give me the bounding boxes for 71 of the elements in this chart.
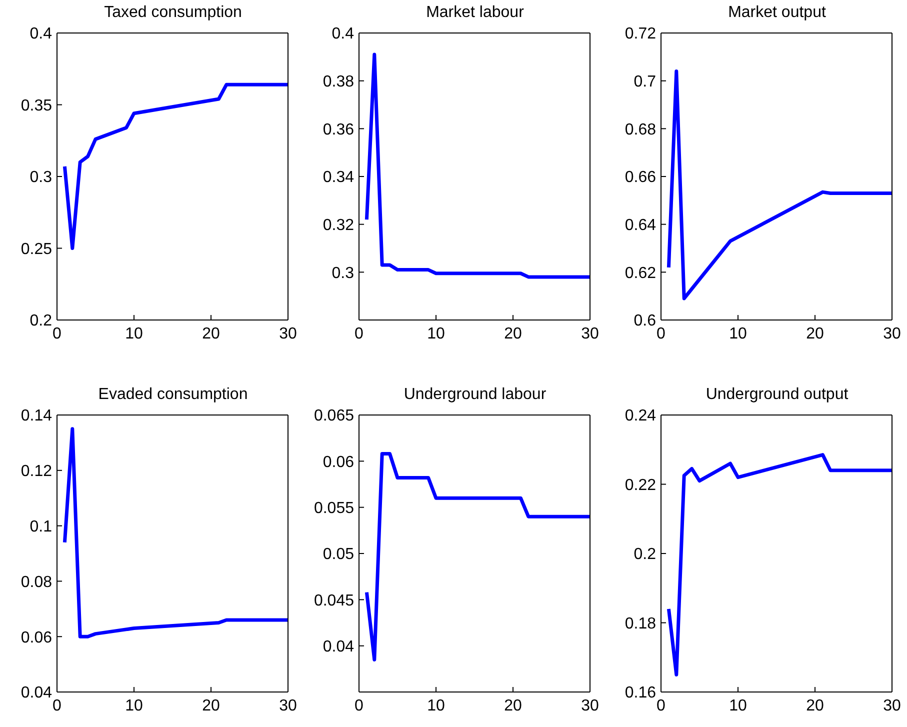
y-tick-label: 0.64 (624, 217, 656, 234)
line-series (666, 453, 892, 676)
y-tick-label: 0.36 (322, 121, 354, 138)
chart-title: Evaded consumption (97, 386, 249, 404)
x-tick-label: 20 (806, 325, 824, 342)
y-tick-label: 0.22 (624, 476, 656, 494)
chart-title: Underground output (704, 386, 850, 404)
line-series (364, 452, 590, 662)
x-tick-label: 30 (883, 697, 901, 714)
y-tick-label: 0.04 (20, 684, 52, 702)
y-tick-label: 0.14 (20, 408, 52, 425)
x-tick-label: 10 (427, 325, 445, 342)
chart-title: Market labour (425, 4, 525, 22)
y-tick-label: 0.12 (20, 463, 52, 480)
y-tick-label: 0.1 (30, 518, 52, 536)
y-tick-label: 0.04 (322, 638, 354, 656)
y-tick-label: 0.24 (624, 408, 656, 425)
x-tick-label: 0 (52, 325, 62, 342)
y-tick-label: 0.4 (30, 26, 52, 43)
y-tick-label: 0.35 (20, 97, 52, 114)
y-tick-label: 0.05 (322, 546, 354, 564)
x-tick-label: 30 (279, 697, 297, 714)
y-tick-label: 0.62 (624, 264, 656, 282)
y-tick-label: 0.08 (20, 574, 52, 591)
y-tick-label: 0.2 (634, 546, 656, 564)
x-tick-label: 30 (279, 325, 297, 342)
y-tick-label: 0.34 (322, 169, 354, 186)
y-tick-label: 0.7 (634, 74, 656, 91)
x-tick-label: 10 (125, 697, 143, 714)
y-tick-label: 0.38 (322, 74, 354, 91)
y-tick-label: 0.68 (624, 121, 656, 138)
x-tick-label: 10 (729, 697, 747, 714)
chart-title: Market output (727, 4, 827, 22)
x-tick-label: 0 (354, 697, 364, 714)
y-tick-label: 0.72 (624, 26, 656, 43)
y-tick-label: 0.66 (624, 169, 656, 186)
x-tick-label: 30 (581, 325, 599, 342)
x-tick-label: 30 (883, 325, 901, 342)
y-tick-label: 0.16 (624, 684, 656, 702)
line-series (364, 52, 590, 279)
y-tick-label: 0.3 (30, 169, 52, 186)
x-tick-label: 10 (427, 697, 445, 714)
x-tick-label: 0 (656, 697, 666, 714)
y-tick-label: 0.32 (322, 217, 354, 234)
x-tick-label: 30 (581, 697, 599, 714)
y-tick-label: 0.06 (20, 629, 52, 646)
line-series (62, 427, 288, 638)
y-tick-label: 0.065 (314, 408, 354, 425)
x-tick-label: 10 (729, 325, 747, 342)
chart-title: Taxed consumption (103, 4, 243, 22)
x-tick-label: 0 (656, 325, 666, 342)
y-tick-label: 0.25 (20, 240, 52, 258)
x-tick-label: 20 (504, 697, 522, 714)
y-tick-label: 0.06 (322, 454, 354, 471)
y-tick-label: 0.3 (332, 264, 354, 282)
y-tick-label: 0.4 (332, 26, 354, 43)
x-tick-label: 0 (354, 325, 364, 342)
y-tick-label: 0.055 (314, 500, 354, 518)
x-tick-label: 20 (504, 325, 522, 342)
y-tick-label: 0.045 (314, 592, 354, 610)
y-tick-label: 0.2 (30, 312, 52, 330)
x-tick-label: 0 (52, 697, 62, 714)
line-series (666, 70, 892, 300)
y-tick-label: 0.6 (634, 312, 656, 330)
line-series (62, 82, 288, 250)
x-tick-label: 20 (806, 697, 824, 714)
x-tick-label: 10 (125, 325, 143, 342)
y-tick-label: 0.18 (624, 615, 656, 632)
x-tick-label: 20 (202, 697, 220, 714)
x-tick-label: 20 (202, 325, 220, 342)
chart-title: Underground labour (402, 386, 548, 404)
